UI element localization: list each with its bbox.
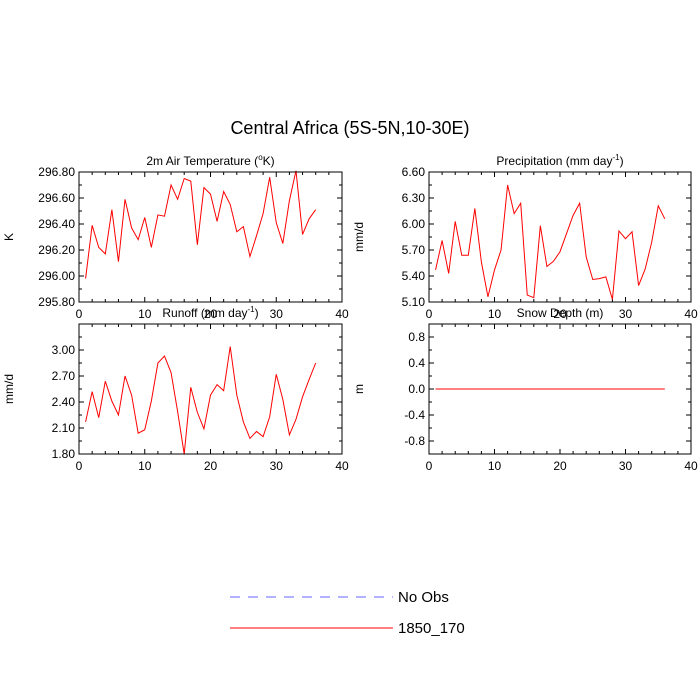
x-tick-label: 10 (138, 459, 152, 473)
y-tick-label: 6.60 (402, 165, 426, 179)
y-tick-label: 296.80 (38, 165, 75, 179)
panel-title-suffix: ) (255, 306, 259, 320)
legend-label-1: No Obs (398, 589, 449, 606)
panel-title-main: 2m Air Temperature ( (146, 154, 258, 168)
y-tick-label: 2.10 (52, 421, 76, 435)
panel-3: Runoff (mm day-1) mm/d 0 10 20 30 40 1.80 2.10 2.… (2, 305, 349, 473)
y-tick-label: 5.10 (402, 295, 426, 309)
panel-title: 2m Air Temperature (oK) (146, 153, 274, 168)
y-tick-label: 2.70 (52, 369, 76, 383)
panels: 2m Air Temperature (oK) K 0 10 20 30 40 295.80 2… (2, 153, 698, 473)
panel-2: Precipitation (mm day-1) mm/d 0 10 20 30 40 5.1… (352, 153, 698, 321)
x-tick-label: 30 (619, 307, 633, 321)
y-tick-label: 5.40 (402, 269, 426, 283)
x-tick-label: 0 (426, 459, 433, 473)
x-tick-label: 40 (684, 307, 698, 321)
series-line (85, 346, 317, 455)
x-tick-label: 0 (76, 307, 83, 321)
y-tick-label: 0.4 (408, 356, 425, 370)
panel-title-superscript: -1 (612, 153, 620, 162)
figure-title: Central Africa (5S-5N,10-30E) (230, 118, 469, 138)
panel-title: Snow Depth (m) (517, 306, 604, 320)
legend: No Obs 1850_170 (230, 589, 465, 637)
y-tick-label: 296.20 (38, 243, 75, 257)
y-tick-label: 3.00 (52, 343, 76, 357)
x-tick-label: 20 (204, 307, 218, 321)
panel-title-suffix: ) (620, 154, 624, 168)
series-line (435, 184, 666, 300)
x-tick-label: 20 (553, 459, 567, 473)
plot-frame (78, 323, 343, 455)
y-axis-label: mm/d (2, 374, 16, 404)
x-tick-label: 40 (684, 459, 698, 473)
plot-frame (78, 171, 343, 303)
plot-frame (428, 171, 692, 303)
y-tick-label: 295.80 (38, 295, 75, 309)
panel-title: Precipitation (mm day-1) (496, 153, 623, 168)
x-tick-label: 30 (619, 459, 633, 473)
panel-title-main: Precipitation (mm day (496, 154, 612, 168)
y-tick-label: 2.40 (52, 395, 76, 409)
y-tick-label: 6.30 (402, 191, 426, 205)
y-axis-label: m (352, 384, 366, 394)
x-tick-label: 20 (553, 307, 567, 321)
y-tick-label: 0.0 (408, 382, 425, 396)
y-tick-label: 0.8 (408, 330, 425, 344)
y-tick-label: -0.8 (404, 434, 425, 448)
panel-title-suffix: K) (263, 154, 275, 168)
y-tick-label: -0.4 (404, 408, 425, 422)
x-tick-label: 40 (335, 459, 349, 473)
y-axis-label: mm/d (352, 222, 366, 252)
x-tick-label: 30 (270, 307, 284, 321)
x-tick-label: 40 (335, 307, 349, 321)
y-tick-label: 6.00 (402, 217, 426, 231)
y-tick-label: 296.00 (38, 269, 75, 283)
x-tick-label: 10 (488, 307, 502, 321)
x-tick-label: 10 (138, 307, 152, 321)
x-tick-label: 0 (76, 459, 83, 473)
x-tick-label: 10 (488, 459, 502, 473)
x-tick-label: 30 (270, 459, 284, 473)
panel-4: Snow Depth (m) m 0 10 20 30 40 -0.8 -0.4 0.0 0.4 0.… (352, 306, 698, 473)
panel-1: 2m Air Temperature (oK) K 0 10 20 30 40 295.80 2… (2, 153, 349, 321)
y-tick-label: 5.70 (402, 243, 426, 257)
panel-title-superscript: -1 (248, 305, 256, 314)
panel-title-main: Runoff (mm day (162, 306, 247, 320)
y-axis-label: K (2, 233, 16, 241)
panel-title-main: Snow Depth (m) (517, 306, 604, 320)
y-tick-label: 296.40 (38, 217, 75, 231)
x-tick-label: 20 (204, 459, 218, 473)
panel-title-superscript: o (258, 153, 263, 162)
legend-label-2: 1850_170 (398, 620, 465, 637)
plot-frame (428, 323, 692, 455)
y-tick-label: 1.80 (52, 447, 76, 461)
x-tick-label: 0 (426, 307, 433, 321)
panel-title: Runoff (mm day-1) (162, 305, 258, 320)
series-line (85, 170, 317, 279)
y-tick-label: 296.60 (38, 191, 75, 205)
